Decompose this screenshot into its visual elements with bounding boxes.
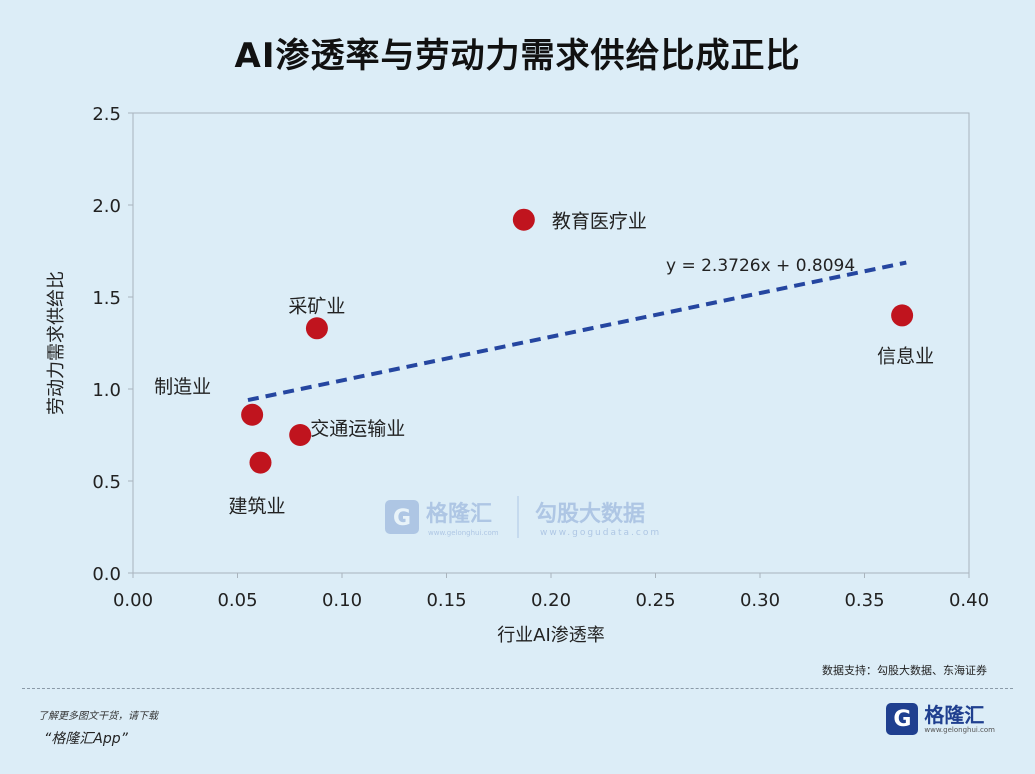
- data-point: [512, 208, 535, 231]
- watermark: G 格隆汇 www.gelonghui.com 勾股大数据 www.goguda…: [385, 496, 661, 538]
- y-tick-label: 2.0: [92, 196, 121, 217]
- promo-line2: “格隆汇App”: [44, 731, 128, 747]
- y-tick-label: 2.5: [92, 104, 121, 125]
- x-tick-label: 0.20: [531, 590, 571, 611]
- point-label: 交通运输业: [310, 418, 405, 440]
- data-point: [305, 317, 328, 340]
- x-tick-label: 0.15: [426, 590, 466, 611]
- chart-title: AI渗透率与劳动力需求供给比成正比: [234, 36, 801, 76]
- watermark-logo-mark: [385, 500, 419, 534]
- y-tick-label: 1.0: [92, 380, 121, 401]
- footer-divider: [22, 688, 1013, 689]
- y-tick-label: 0.5: [92, 472, 121, 493]
- y-tick-label: 0.0: [92, 564, 121, 585]
- brand-logo-url: www.gelonghui.com: [924, 726, 995, 734]
- promo-line1: 了解更多图文干货，请下载: [38, 711, 158, 722]
- brand-logo-name: 格隆汇: [924, 703, 985, 727]
- source-note: 数据支持：勾股大数据、东海证券: [822, 664, 987, 677]
- x-axis-label: 行业AI渗透率: [497, 625, 605, 646]
- watermark-logo-letter: G: [393, 506, 411, 531]
- y-axis-label: 劳动力需求供给比: [46, 271, 67, 415]
- y-tick-label: 1.5: [92, 288, 121, 309]
- watermark-brand-url: www.gelonghui.com: [428, 529, 499, 537]
- x-tick-label: 0.10: [322, 590, 362, 611]
- data-point: [289, 424, 312, 446]
- x-tick-label: 0.30: [740, 590, 780, 611]
- scatter-chart: G 格隆汇 www.gelonghui.com 勾股大数据 www.goguda…: [46, 104, 989, 646]
- watermark-brand: 格隆汇: [426, 501, 492, 527]
- x-tick-label: 0.40: [949, 590, 989, 611]
- point-label: 制造业: [154, 376, 211, 398]
- x-tick-label: 0.00: [113, 590, 153, 611]
- data-point: [241, 403, 264, 426]
- x-tick-label: 0.05: [217, 590, 257, 611]
- brand-logo: G 格隆汇 www.gelonghui.com: [886, 703, 995, 735]
- watermark-data-name: 勾股大数据: [535, 501, 645, 527]
- x-tick-label: 0.25: [635, 590, 675, 611]
- point-label: 教育医疗业: [552, 211, 647, 233]
- point-label: 建筑业: [228, 496, 285, 518]
- point-label: 信息业: [877, 345, 934, 367]
- trendline-equation: y = 2.3726x + 0.8094: [666, 256, 855, 276]
- data-point: [891, 304, 914, 327]
- point-label: 采矿业: [288, 295, 345, 317]
- x-tick-label: 0.35: [844, 590, 884, 611]
- watermark-data-url: www.gogudata.com: [540, 528, 661, 538]
- trendline: [247, 260, 907, 403]
- data-point: [249, 451, 272, 474]
- brand-logo-mark: G: [886, 703, 919, 735]
